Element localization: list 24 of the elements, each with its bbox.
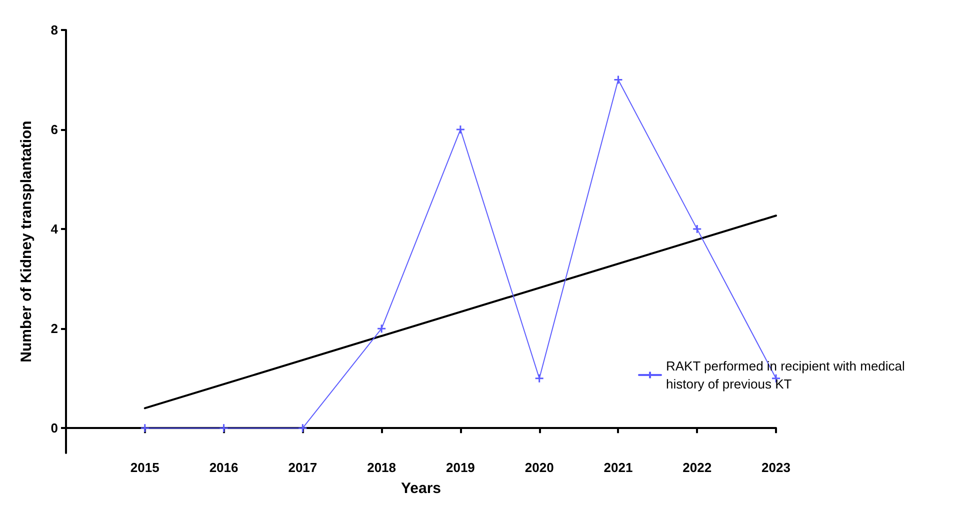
x-tick-label: 2022 — [682, 460, 712, 475]
x-tick-label: 2017 — [288, 460, 318, 475]
x-axis-title: Years — [400, 480, 442, 497]
y-tick-label: 8 — [50, 22, 58, 38]
point — [534, 374, 544, 384]
x-tick-label: 2023 — [762, 460, 790, 475]
y-axis-title: Number of Kidney transplantation — [18, 120, 35, 362]
y-tick-label: 6 — [50, 122, 58, 138]
x-tick-label: 2019 — [446, 460, 475, 475]
point — [456, 124, 466, 134]
point — [219, 423, 229, 433]
y-tick-label: 4 — [50, 222, 59, 237]
x-tick-label: 2021 — [604, 460, 633, 475]
x-tick-label: 2016 — [209, 460, 238, 475]
x-tick-label: 2015 — [130, 460, 160, 475]
y-tick-label: 0 — [50, 420, 58, 436]
x-tick-label: 2018 — [367, 460, 396, 475]
point — [613, 75, 623, 85]
x-tick-label: 2020 — [524, 460, 554, 475]
point — [298, 423, 308, 433]
y-tick-label: 2 — [50, 321, 58, 336]
point — [140, 423, 150, 433]
point — [692, 224, 702, 234]
point — [376, 324, 386, 334]
